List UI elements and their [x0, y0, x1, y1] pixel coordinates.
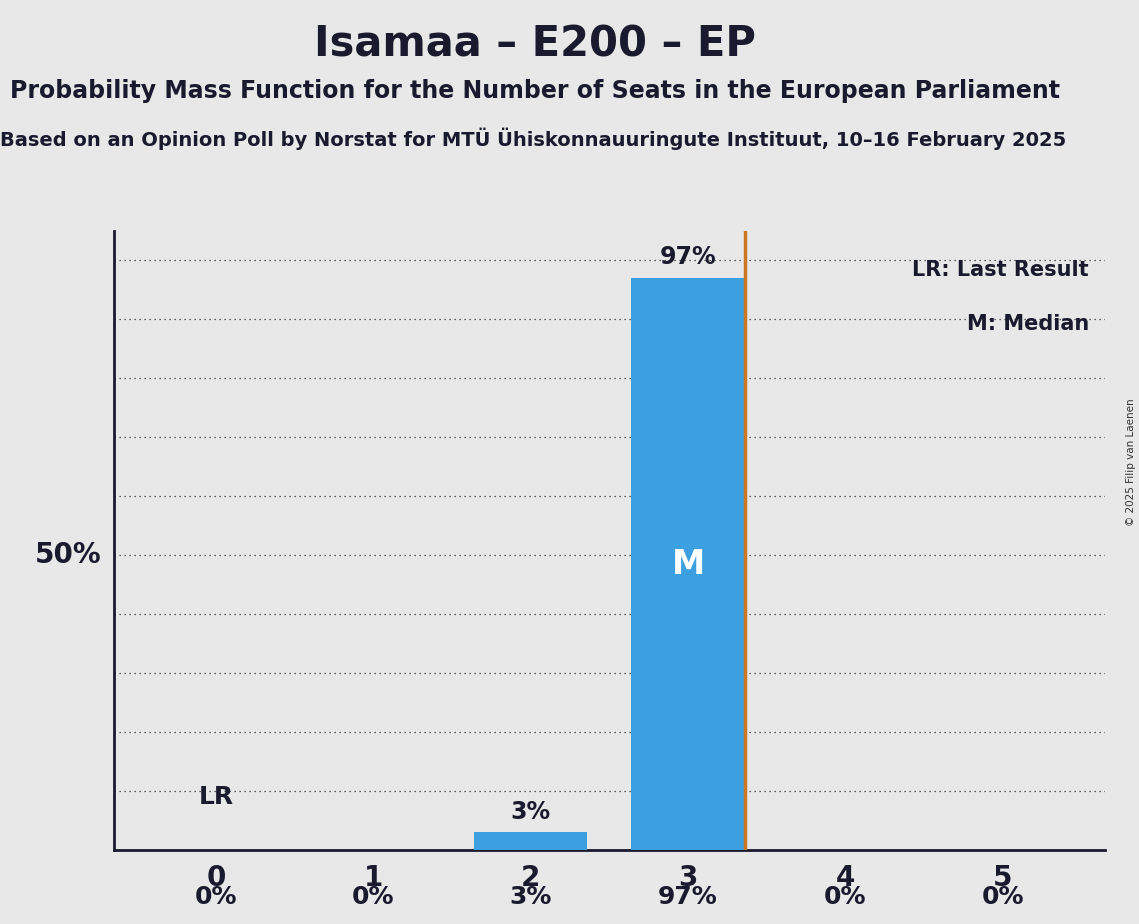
Text: Isamaa – E200 – EP: Isamaa – E200 – EP	[314, 23, 756, 65]
Text: 3%: 3%	[509, 885, 552, 909]
Bar	[474, 833, 588, 850]
Text: 3%: 3%	[510, 799, 551, 823]
Text: © 2025 Filip van Laenen: © 2025 Filip van Laenen	[1126, 398, 1136, 526]
Text: Probability Mass Function for the Number of Seats in the European Parliament: Probability Mass Function for the Number…	[10, 79, 1060, 103]
Text: Based on an Opinion Poll by Norstat for MTÜ Ühiskonnauuringute Instituut, 10–16 : Based on an Opinion Poll by Norstat for …	[0, 128, 1066, 150]
Bar	[631, 278, 745, 850]
Text: 97%: 97%	[658, 885, 718, 909]
Text: LR: LR	[198, 784, 233, 808]
Text: LR: Last Result: LR: Last Result	[912, 261, 1089, 281]
Text: 0%: 0%	[195, 885, 237, 909]
Text: 50%: 50%	[34, 541, 101, 569]
Text: 0%: 0%	[823, 885, 867, 909]
Text: 0%: 0%	[982, 885, 1024, 909]
Text: 97%: 97%	[659, 246, 716, 269]
Text: M: M	[671, 548, 705, 580]
Text: 0%: 0%	[352, 885, 395, 909]
Text: M: Median: M: Median	[967, 313, 1089, 334]
